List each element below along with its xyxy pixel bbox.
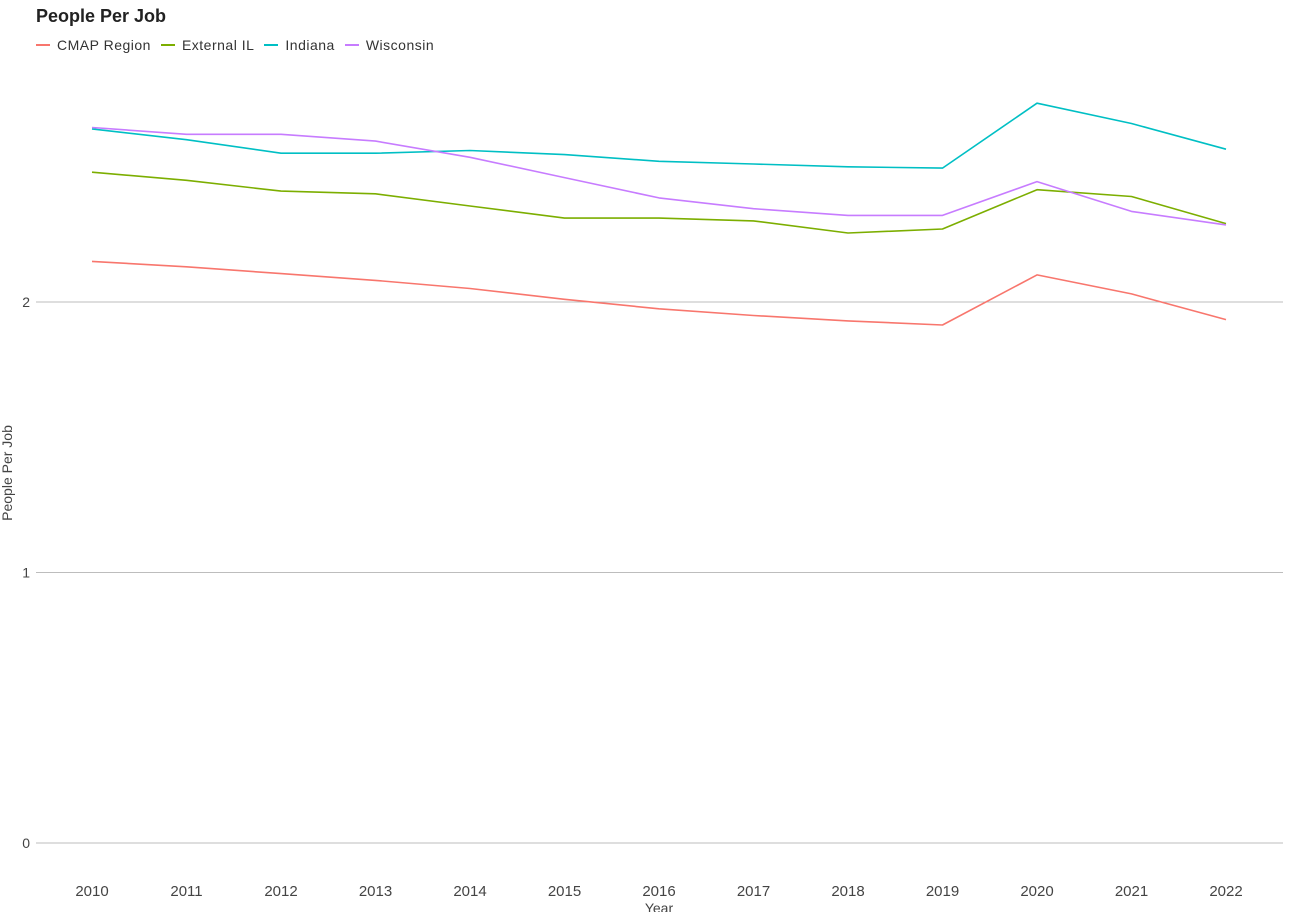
legend-label-indiana: Indiana [285, 37, 335, 53]
x-tick-label-2018: 2018 [831, 883, 864, 900]
chart-title: People Per Job [36, 6, 167, 26]
legend-swatch-cmap-region [36, 44, 50, 46]
chart-legend: CMAP Region External IL Indiana Wisconsi… [36, 37, 444, 53]
legend-item-indiana: Indiana [264, 37, 334, 53]
x-tick-label-2017: 2017 [737, 883, 770, 900]
legend-swatch-external-il [160, 44, 175, 46]
legend-item-cmap-region: CMAP Region [36, 37, 151, 53]
series-line-cmap-region [91, 260, 1227, 326]
legend-label-cmap-region: CMAP Region [57, 37, 151, 53]
x-tick-label-2020: 2020 [1020, 883, 1053, 900]
x-axis-label: Year [645, 900, 674, 912]
y-tick-label-0: 0 [22, 835, 30, 851]
x-tick-label-2016: 2016 [642, 883, 675, 900]
x-tick-label-2021: 2021 [1115, 883, 1148, 900]
y-tick-label-2: 2 [22, 294, 30, 310]
legend-swatch-wisconsin [344, 44, 359, 46]
legend-label-wisconsin: Wisconsin [365, 37, 435, 53]
x-tick-label-2015: 2015 [548, 883, 581, 900]
y-tick-label-1: 1 [22, 565, 30, 581]
x-tick-label-2022: 2022 [1209, 883, 1242, 900]
y-axis-label: People Per Job [0, 425, 15, 521]
legend-swatch-indiana [264, 44, 279, 46]
x-axis-ticks: 2010 2011 2012 2013 2014 2015 2016 2017 2018 2019… [75, 883, 1242, 900]
series-line-external-il [91, 171, 1227, 234]
legend-label-external-il: External IL [181, 37, 255, 53]
x-tick-label-2010: 2010 [75, 883, 108, 900]
gridlines [36, 301, 1283, 844]
y-axis-ticks: 0 1 2 [22, 294, 30, 851]
x-tick-label-2014: 2014 [453, 883, 486, 900]
x-tick-label-2013: 2013 [359, 883, 392, 900]
x-tick-label-2019: 2019 [926, 883, 959, 900]
legend-item-wisconsin: Wisconsin [344, 37, 435, 53]
x-tick-label-2012: 2012 [264, 883, 297, 900]
legend-item-external-il: External IL [160, 37, 255, 53]
series-lines [91, 102, 1227, 326]
series-line-indiana [91, 102, 1227, 169]
x-tick-label-2011: 2011 [170, 883, 202, 900]
series-line-wisconsin [91, 126, 1227, 226]
